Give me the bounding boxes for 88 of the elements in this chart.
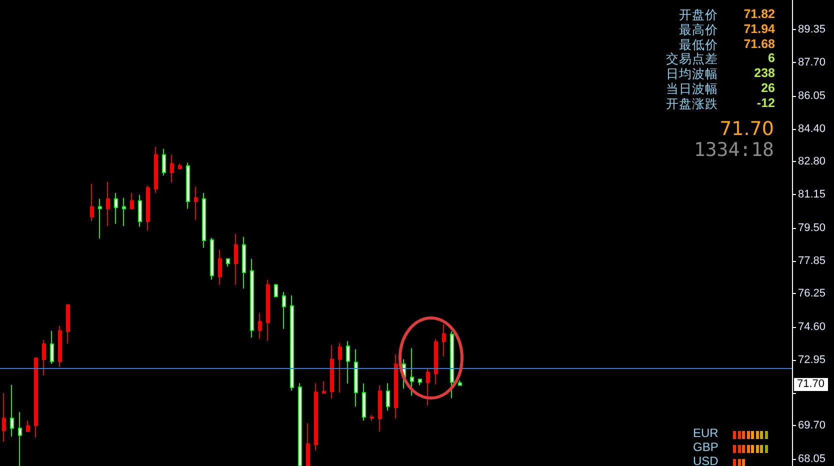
candlestick [58,325,62,368]
candlestick [458,380,462,386]
annotation: 71.82 [744,7,775,21]
annotation: -12 [756,96,775,110]
candlestick [442,324,446,357]
annotation: USD [693,454,718,466]
annotation: GBP [693,440,718,454]
annotation: 71.94 [744,22,775,36]
candlestick [202,192,206,248]
candlestick [434,338,438,385]
candlestick [370,414,374,422]
candlestick [394,354,398,420]
y-tick-label: 77.85 [798,255,826,268]
y-tick-label: 72.95 [798,354,826,366]
annotation: 开盘涨跌 [666,96,718,113]
candlestick [10,384,14,438]
candlestick [410,348,414,396]
candlestick [122,197,126,226]
candlestick [426,368,430,406]
candlestick [66,304,70,344]
candlestick [146,185,150,232]
candlestick [98,198,102,239]
annotation: 71.68 [744,36,775,51]
y-tick-label: 87.70 [798,56,826,69]
annotation: EUR [693,426,718,440]
y-tick-label: 86.05 [798,90,826,102]
candlestick [346,340,350,384]
annotation: 26 [761,81,775,95]
annotation: 交易点差 [666,51,718,68]
annotation: 6 [768,51,775,66]
y-tick-label: 76.25 [798,288,826,300]
candlestick [130,192,134,210]
candlestick [42,339,46,376]
candlestick [106,181,110,226]
candlestick [386,382,390,412]
y-tick-label: 82.80 [798,155,826,168]
candlestick [114,192,118,224]
candlestick [298,382,302,466]
candlestick [362,382,366,422]
candlestick [274,283,278,298]
candlestick [34,356,38,438]
candlestick [330,344,334,400]
y-tick-label: 68.05 [798,452,826,465]
y-tick-label: 81.15 [798,188,826,201]
candlestick [338,342,342,394]
annotation: 71.70 [720,118,774,140]
candlestick [290,295,294,392]
candlestick [210,237,214,280]
candlestick [266,279,270,342]
candlestick [242,236,246,289]
annotation: 238 [754,66,775,80]
candlestick [306,422,310,466]
annotation: 最低价 [679,36,718,52]
y-tick-label: 74.60 [798,320,826,333]
annotation: 日均波幅 [666,66,718,82]
annotation: 1334:18 [694,139,774,161]
candlestick [170,154,174,184]
candlestick [194,186,198,220]
candlestick [218,249,222,286]
candlestick [418,378,422,386]
y-tick-label: 79.50 [798,222,826,234]
candlestick [354,348,358,407]
candlestick [18,412,22,466]
candlestick [258,312,262,340]
candlestick [322,380,326,394]
candlestick [234,233,238,286]
y-tick-label: 69.70 [798,420,826,432]
annotation: 当日波幅 [666,81,718,98]
candlestick [2,392,6,442]
candlestick [250,258,254,338]
candlestick [178,163,182,170]
y-tick-label: 84.40 [798,123,826,136]
candlestick [162,148,166,176]
candlestick [138,194,142,228]
candlestick [282,291,286,330]
candlestick [26,420,30,432]
candlestick [90,183,94,222]
annotation: 71.70 [794,378,828,392]
y-tick-label: 89.35 [798,23,826,36]
candlestick [186,162,190,210]
candlestick [378,384,382,432]
candlestick [314,382,318,452]
candlestick [450,330,454,399]
annotation: 开盘价 [679,7,718,24]
annotation: 最高价 [679,22,718,39]
candlestick [226,258,230,267]
candlestick [50,330,54,364]
candlestick [154,146,158,194]
